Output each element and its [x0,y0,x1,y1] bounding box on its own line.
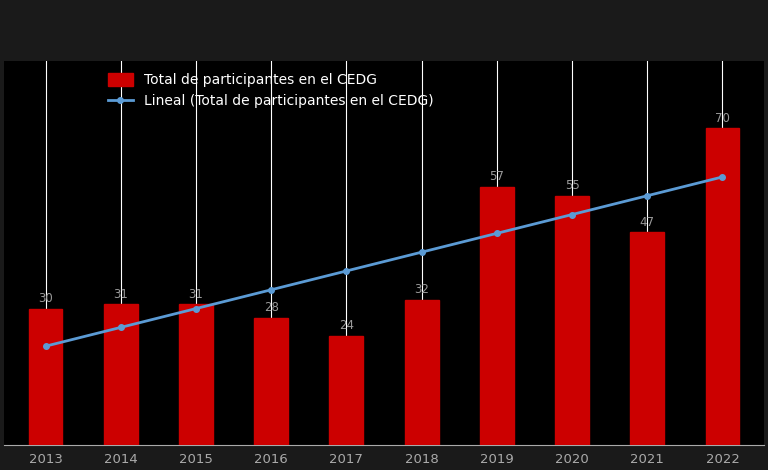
Bar [480,187,514,445]
Text: 24: 24 [339,320,354,332]
Legend: Total de participantes en el CEDG, Lineal (Total de participantes en el CEDG): Total de participantes en el CEDG, Linea… [102,68,439,114]
Bar [555,196,589,445]
Text: 30: 30 [38,292,53,306]
Text: 31: 31 [188,288,204,301]
Text: 47: 47 [640,216,655,228]
Text: 31: 31 [114,288,128,301]
Bar [329,336,363,445]
Bar [28,309,62,445]
Bar [631,232,664,445]
Bar [179,305,213,445]
Text: 55: 55 [564,180,579,192]
Bar [104,305,137,445]
Text: 32: 32 [414,283,429,297]
Text: 57: 57 [489,171,505,183]
Text: 70: 70 [715,112,730,125]
Bar [405,300,439,445]
Text: 28: 28 [263,301,279,314]
Bar [706,128,740,445]
Bar [254,318,288,445]
